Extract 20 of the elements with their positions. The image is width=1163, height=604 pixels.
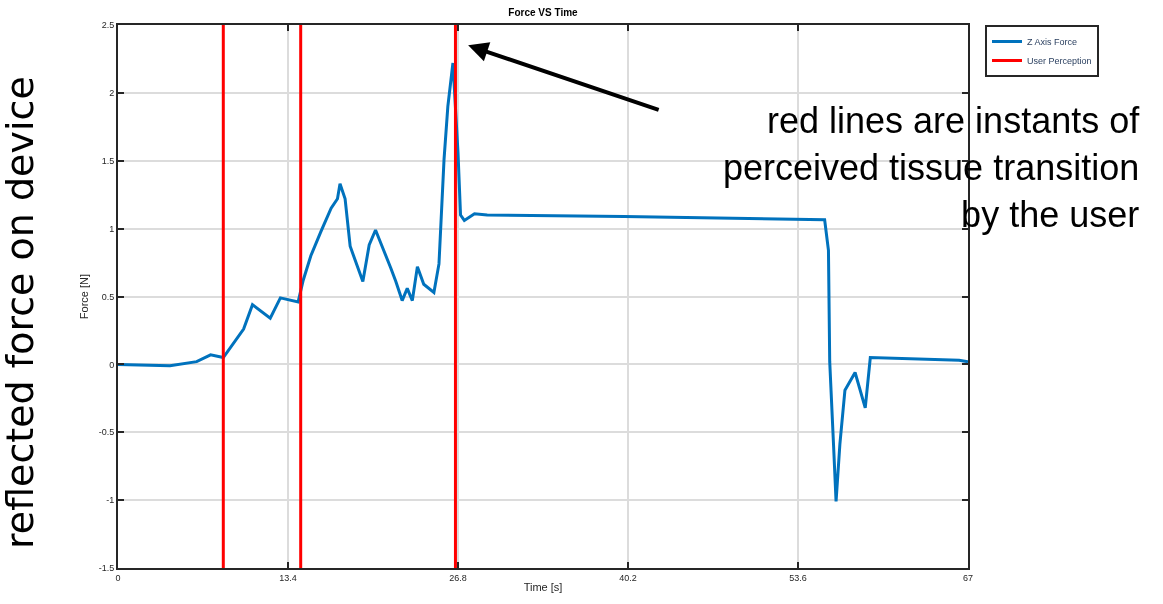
y-axis-title: Force [N] (77, 273, 90, 320)
x-axis-title: Time [s] (523, 581, 563, 594)
legend-label: Z Axis Force (1027, 37, 1078, 48)
y-tick-label: 1.5 (101, 155, 115, 166)
x-tick-label: 40.2 (619, 572, 637, 583)
y-tick-label: 0.5 (101, 291, 115, 302)
x-tick-label: 13.4 (279, 572, 297, 583)
y-tick-label: 2.5 (101, 20, 115, 31)
y-tick-label: 1 (109, 223, 115, 234)
x-tick-label: 67 (962, 572, 974, 583)
y-tick-label: 0 (109, 359, 115, 370)
text: reflected force on device (0, 76, 43, 550)
y-tick-label: -0.5 (98, 427, 115, 438)
y-tick-label: -1 (106, 495, 115, 506)
x-tick-label: 26.8 (449, 572, 467, 583)
legend-label: User Perception (1027, 56, 1092, 67)
chart-title: Force VS Time (508, 7, 579, 19)
x-tick-label: 53.6 (789, 572, 807, 583)
y-tick-label: 2 (109, 88, 115, 99)
y-tick-label: -1.5 (98, 563, 115, 574)
